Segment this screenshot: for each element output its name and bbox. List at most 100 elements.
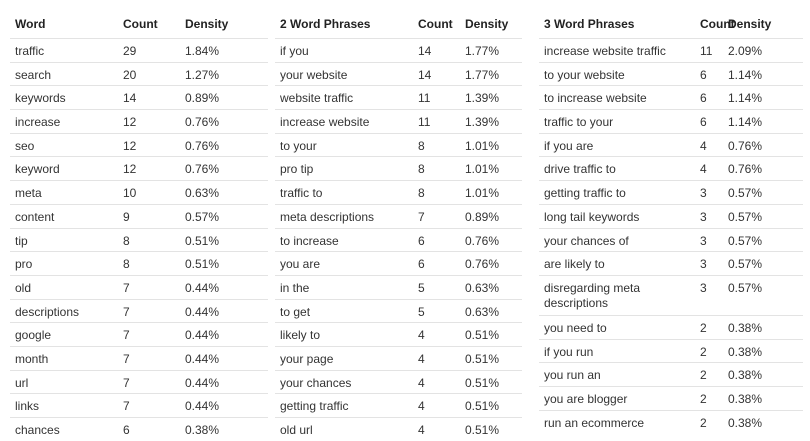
count-cell: 8 xyxy=(123,257,130,272)
column-header-term: 3 Word Phrases xyxy=(544,17,635,31)
table-row: pro tip 8 1.01% xyxy=(275,156,522,180)
density-cell: 1.77% xyxy=(465,44,500,58)
term-cell: seo xyxy=(15,138,35,153)
count-cell: 11 xyxy=(418,115,431,130)
count-cell: 12 xyxy=(123,138,137,153)
term-cell: google xyxy=(15,328,52,343)
density-cell: 0.51% xyxy=(185,257,220,272)
density-cell: 0.76% xyxy=(465,233,500,248)
term-cell: your chances xyxy=(280,375,352,390)
count-cell: 11 xyxy=(418,91,431,106)
density-cell: 0.76% xyxy=(185,138,220,153)
count-cell: 7 xyxy=(418,209,425,224)
density-cell: 0.76% xyxy=(185,162,220,177)
table-row: if you are 4 0.76% xyxy=(539,132,803,157)
term-cell: keywords xyxy=(15,91,66,106)
table-row: chances 6 0.38% xyxy=(10,417,268,441)
density-cell: 0.76% xyxy=(728,162,763,177)
term-cell: getting traffic xyxy=(280,399,349,414)
density-cell: 0.63% xyxy=(465,280,500,295)
density-cell: 0.76% xyxy=(728,138,763,153)
density-cell: 0.63% xyxy=(185,186,220,201)
count-cell: 8 xyxy=(418,162,425,177)
count-cell: 11 xyxy=(700,44,713,58)
count-cell: 7 xyxy=(123,328,130,343)
density-cell: 0.89% xyxy=(465,209,500,224)
count-cell: 4 xyxy=(700,138,707,153)
count-cell: 9 xyxy=(123,209,130,224)
density-cell: 0.51% xyxy=(465,351,500,366)
count-cell: 10 xyxy=(123,186,137,201)
density-cell: 0.44% xyxy=(185,351,220,366)
term-cell: disregarding meta descriptions xyxy=(544,280,641,310)
count-cell: 7 xyxy=(123,351,130,366)
count-cell: 4 xyxy=(418,328,425,343)
term-cell: are likely to xyxy=(544,257,605,272)
density-cell: 0.57% xyxy=(185,209,220,224)
density-cell: 0.51% xyxy=(465,423,500,437)
density-cell: 0.38% xyxy=(728,368,763,383)
term-cell: you are blogger xyxy=(544,391,628,406)
term-cell: month xyxy=(15,351,49,366)
table-row: getting traffic to 3 0.57% xyxy=(539,180,803,204)
table-row: you are 6 0.76% xyxy=(275,251,522,275)
term-cell: to your website xyxy=(544,67,625,82)
count-cell: 4 xyxy=(418,351,425,366)
count-cell: 7 xyxy=(123,304,130,319)
term-cell: your page xyxy=(280,351,334,366)
term-cell: meta xyxy=(15,186,42,201)
count-cell: 2 xyxy=(700,344,707,359)
term-cell: to get xyxy=(280,304,311,319)
count-cell: 5 xyxy=(418,280,425,295)
term-cell: to your xyxy=(280,138,317,153)
table-row: disregarding meta descriptions 3 0.57% xyxy=(539,274,803,315)
count-cell: 8 xyxy=(418,186,425,201)
term-cell: content xyxy=(15,209,55,224)
term-cell: tip xyxy=(15,233,28,248)
table-row: your chances of 3 0.57% xyxy=(539,227,803,252)
density-cell: 0.51% xyxy=(465,375,500,390)
column-header-density: Density xyxy=(728,17,772,31)
density-cell: 1.01% xyxy=(465,162,500,177)
density-cell: 1.14% xyxy=(728,91,763,106)
term-cell: to increase website xyxy=(544,91,647,106)
table-row: if you 14 1.77% xyxy=(275,38,522,62)
count-cell: 6 xyxy=(418,233,425,248)
term-cell: likely to xyxy=(280,328,321,343)
table-header: 3 Word Phrases Count Density xyxy=(539,10,803,38)
term-cell: you run an xyxy=(544,368,601,383)
count-cell: 3 xyxy=(700,186,707,201)
term-cell: your chances of xyxy=(544,233,629,248)
table-row: month 7 0.44% xyxy=(10,345,268,370)
term-cell: your website xyxy=(280,67,348,82)
term-cell: drive traffic to xyxy=(544,162,616,177)
table-row: url 7 0.44% xyxy=(10,369,268,394)
count-cell: 2 xyxy=(700,391,707,406)
count-cell: 3 xyxy=(700,233,707,248)
table-row: content 9 0.57% xyxy=(10,203,268,228)
density-cell: 1.84% xyxy=(185,44,220,58)
count-cell: 3 xyxy=(700,280,707,295)
count-cell: 4 xyxy=(418,423,425,437)
count-cell: 4 xyxy=(418,399,425,414)
count-cell: 8 xyxy=(418,138,425,153)
table-row: to increase 6 0.76% xyxy=(275,227,522,252)
density-cell: 1.01% xyxy=(465,138,500,153)
word-table: Word Count Density traffic 29 1.84% search 20 1.… xyxy=(10,10,268,441)
density-cell: 1.39% xyxy=(465,115,500,130)
density-cell: 0.38% xyxy=(728,391,763,406)
term-cell: meta descriptions xyxy=(280,209,375,224)
count-cell: 4 xyxy=(418,375,425,390)
column-header-density: Density xyxy=(465,17,509,31)
density-cell: 0.76% xyxy=(185,115,220,130)
density-cell: 0.51% xyxy=(465,328,500,343)
table-row: your page 4 0.51% xyxy=(275,345,522,370)
table-row: keywords 14 0.89% xyxy=(10,85,268,109)
density-cell: 0.57% xyxy=(728,186,763,201)
table-row: meta 10 0.63% xyxy=(10,180,268,204)
term-cell: to increase xyxy=(280,233,339,248)
count-cell: 7 xyxy=(123,375,130,390)
column-header-count: Count xyxy=(418,17,453,31)
count-cell: 8 xyxy=(123,233,130,248)
term-cell: long tail keywords xyxy=(544,209,640,224)
